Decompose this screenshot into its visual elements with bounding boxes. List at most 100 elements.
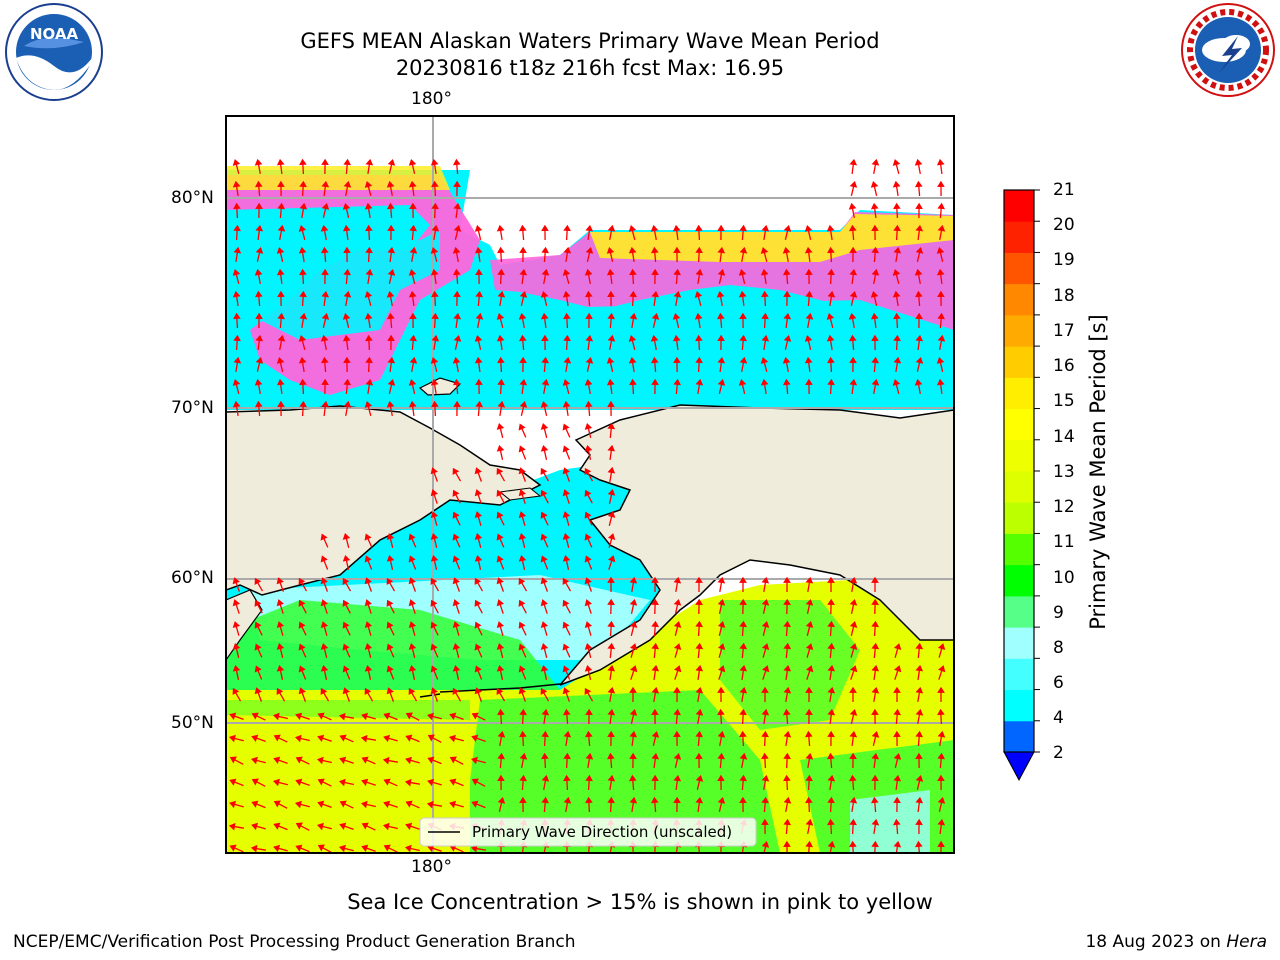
wave-arrow-head xyxy=(317,756,324,765)
colorbar-segment xyxy=(1004,533,1034,566)
wave-arrow-head xyxy=(541,224,549,231)
wave-arrow-head xyxy=(299,290,307,298)
wave-arrow-head xyxy=(651,642,660,650)
wave-arrow-head xyxy=(519,708,527,716)
wave-arrow-head xyxy=(409,202,417,209)
wave-arrow-head xyxy=(562,445,570,453)
wave-arrow-head xyxy=(320,577,328,585)
wave-arrow-head xyxy=(915,202,923,209)
colorbar-tick: 10 xyxy=(1053,568,1075,588)
wave-arrow-head xyxy=(254,577,262,586)
wave-arrow-head xyxy=(474,246,483,254)
wave-arrow-head xyxy=(584,687,592,696)
wave-arrow-head xyxy=(783,576,791,583)
wave-arrow-head xyxy=(383,800,391,809)
wave-arrow-head xyxy=(849,686,857,693)
wave-arrow-head xyxy=(804,246,813,254)
wave-arrow-head xyxy=(629,378,637,386)
wave-arrow-head xyxy=(251,712,259,720)
wave-arrow-head xyxy=(849,268,858,276)
wave-arrow-head xyxy=(343,290,352,298)
wave-arrow-head xyxy=(541,708,550,716)
wave-arrow-head xyxy=(915,730,924,738)
wave-arrow-head xyxy=(562,511,571,519)
wave-arrow-head xyxy=(761,224,770,232)
wave-arrow-head xyxy=(607,576,615,583)
wave-arrow-head xyxy=(320,246,329,254)
wave-arrow-head xyxy=(254,643,262,651)
wave-arrow-head xyxy=(936,268,945,276)
wave-arrow-head xyxy=(893,753,902,760)
wave-arrow-head xyxy=(804,335,813,342)
wave-arrow-head xyxy=(673,774,682,782)
wave-arrow-head xyxy=(541,378,550,386)
wave-arrow-head xyxy=(783,290,791,297)
wave-arrow-head xyxy=(915,686,924,694)
wave-arrow-head xyxy=(870,312,879,320)
wave-arrow-head xyxy=(276,665,285,672)
wave-arrow-head xyxy=(339,844,346,853)
wave-arrow-head xyxy=(254,400,263,408)
wave-arrow-head xyxy=(607,598,615,605)
wave-arrow-head xyxy=(229,712,237,720)
wave-arrow-head xyxy=(805,665,814,673)
wave-arrow-head xyxy=(584,599,593,607)
wave-arrow-head xyxy=(585,224,594,232)
wave-arrow-head xyxy=(739,356,748,364)
wave-arrow-head xyxy=(562,555,571,562)
wave-arrow-head xyxy=(320,599,329,607)
wave-arrow-head xyxy=(651,752,660,760)
graticule xyxy=(226,116,954,853)
wave-arrow-head xyxy=(430,158,439,166)
wave-arrow-head xyxy=(427,756,435,764)
wave-arrow-head xyxy=(475,378,483,385)
wave-arrow-head xyxy=(628,246,637,254)
wave-arrow-head xyxy=(232,599,241,607)
wave-arrow-head xyxy=(497,378,505,386)
wave-arrow-head xyxy=(739,598,747,605)
wave-arrow-head xyxy=(761,686,769,693)
wave-arrow-head xyxy=(893,708,902,716)
wave-arrow-head xyxy=(497,356,505,364)
wave-arrow-head xyxy=(430,247,439,254)
wave-arrow-head xyxy=(299,378,307,386)
wave-arrow-head xyxy=(518,621,526,629)
wave-arrow-head xyxy=(717,576,726,584)
colorbar-segment xyxy=(1004,439,1034,472)
map-area xyxy=(226,116,954,853)
wave-arrow-head xyxy=(339,822,347,830)
wave-direction-arrows xyxy=(228,158,946,853)
wave-arrow-head xyxy=(361,778,369,787)
wave-arrow-head xyxy=(449,756,457,764)
wave-arrow-head xyxy=(386,180,395,188)
wave-arrow-head xyxy=(452,511,460,519)
wave-arrow-head xyxy=(606,378,615,386)
wave-arrow-head xyxy=(563,752,571,760)
wave-arrow-head xyxy=(255,247,264,254)
wave-arrow-head xyxy=(518,445,526,453)
wave-arrow-head xyxy=(471,712,479,720)
wave-arrow-head xyxy=(871,378,880,386)
wave-arrow-head xyxy=(761,643,770,651)
wave-arrow-head xyxy=(342,555,351,562)
wave-arrow-head xyxy=(893,356,902,364)
wave-arrow-head xyxy=(651,774,659,781)
wave-arrow-head xyxy=(343,246,351,253)
wave-arrow-head xyxy=(871,268,880,276)
wave-arrow-head xyxy=(717,224,725,231)
wave-arrow-head xyxy=(607,730,615,737)
wave-arrow-head xyxy=(673,246,681,253)
wave-arrow-head xyxy=(673,686,681,693)
map-frame xyxy=(225,115,955,854)
wave-arrow-head xyxy=(562,467,570,475)
wave-arrow-head xyxy=(717,246,726,254)
wave-arrow-head xyxy=(914,158,923,166)
wave-arrow-head xyxy=(827,598,835,605)
wave-arrow-head xyxy=(651,664,660,672)
wave-arrow-head xyxy=(229,756,237,764)
wave-arrow-head xyxy=(474,599,482,607)
wave-arrow-head xyxy=(276,378,285,386)
colorbar-tick: 21 xyxy=(1053,180,1075,200)
wave-arrow-head xyxy=(471,756,478,765)
wave-arrow-head xyxy=(673,665,682,673)
